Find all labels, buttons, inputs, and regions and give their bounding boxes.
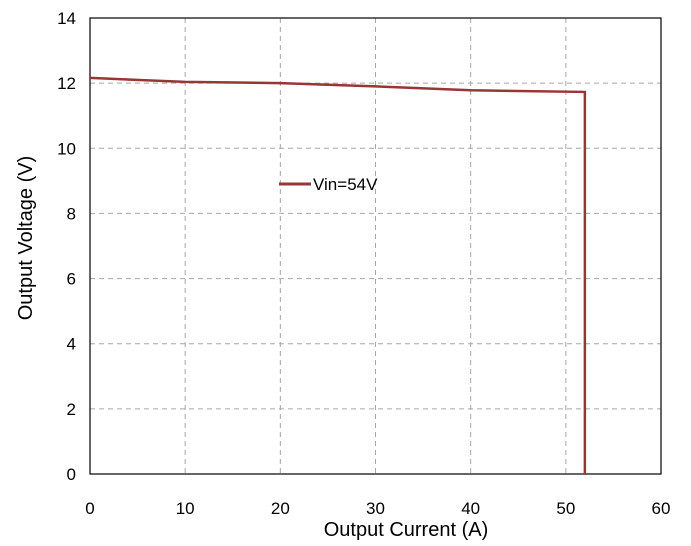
- x-tick-label: 0: [85, 499, 94, 518]
- legend: Vin=54V: [279, 175, 378, 194]
- y-tick-label: 0: [67, 465, 76, 484]
- y-tick-label: 4: [67, 335, 76, 354]
- grid: [90, 18, 661, 474]
- legend-label-vin-54v: Vin=54V: [313, 175, 378, 194]
- y-axis-label: Output Voltage (V): [15, 156, 37, 321]
- x-tick-label: 30: [366, 499, 385, 518]
- x-axis-label: Output Current (A): [324, 519, 489, 541]
- x-tick-label: 60: [652, 499, 671, 518]
- y-tick-label: 14: [57, 9, 76, 28]
- plot-area-frame: [89, 17, 662, 475]
- x-tick-label: 10: [176, 499, 195, 518]
- y-tick-label: 8: [67, 204, 76, 223]
- y-tick-label: 10: [57, 139, 76, 158]
- x-tick-labels: 0 10 20 30 40 50 60: [85, 499, 670, 518]
- x-tick-label: 20: [271, 499, 290, 518]
- series-line-0: [89, 76, 587, 474]
- x-tick-label: 50: [556, 499, 575, 518]
- y-tick-label: 12: [57, 74, 76, 93]
- y-tick-label: 6: [67, 270, 76, 289]
- y-tick-label: 2: [67, 400, 76, 419]
- x-tick-label: 40: [461, 499, 480, 518]
- series-group: [89, 76, 587, 474]
- y-tick-labels: 0 2 4 6 8 10 12 14: [57, 9, 76, 484]
